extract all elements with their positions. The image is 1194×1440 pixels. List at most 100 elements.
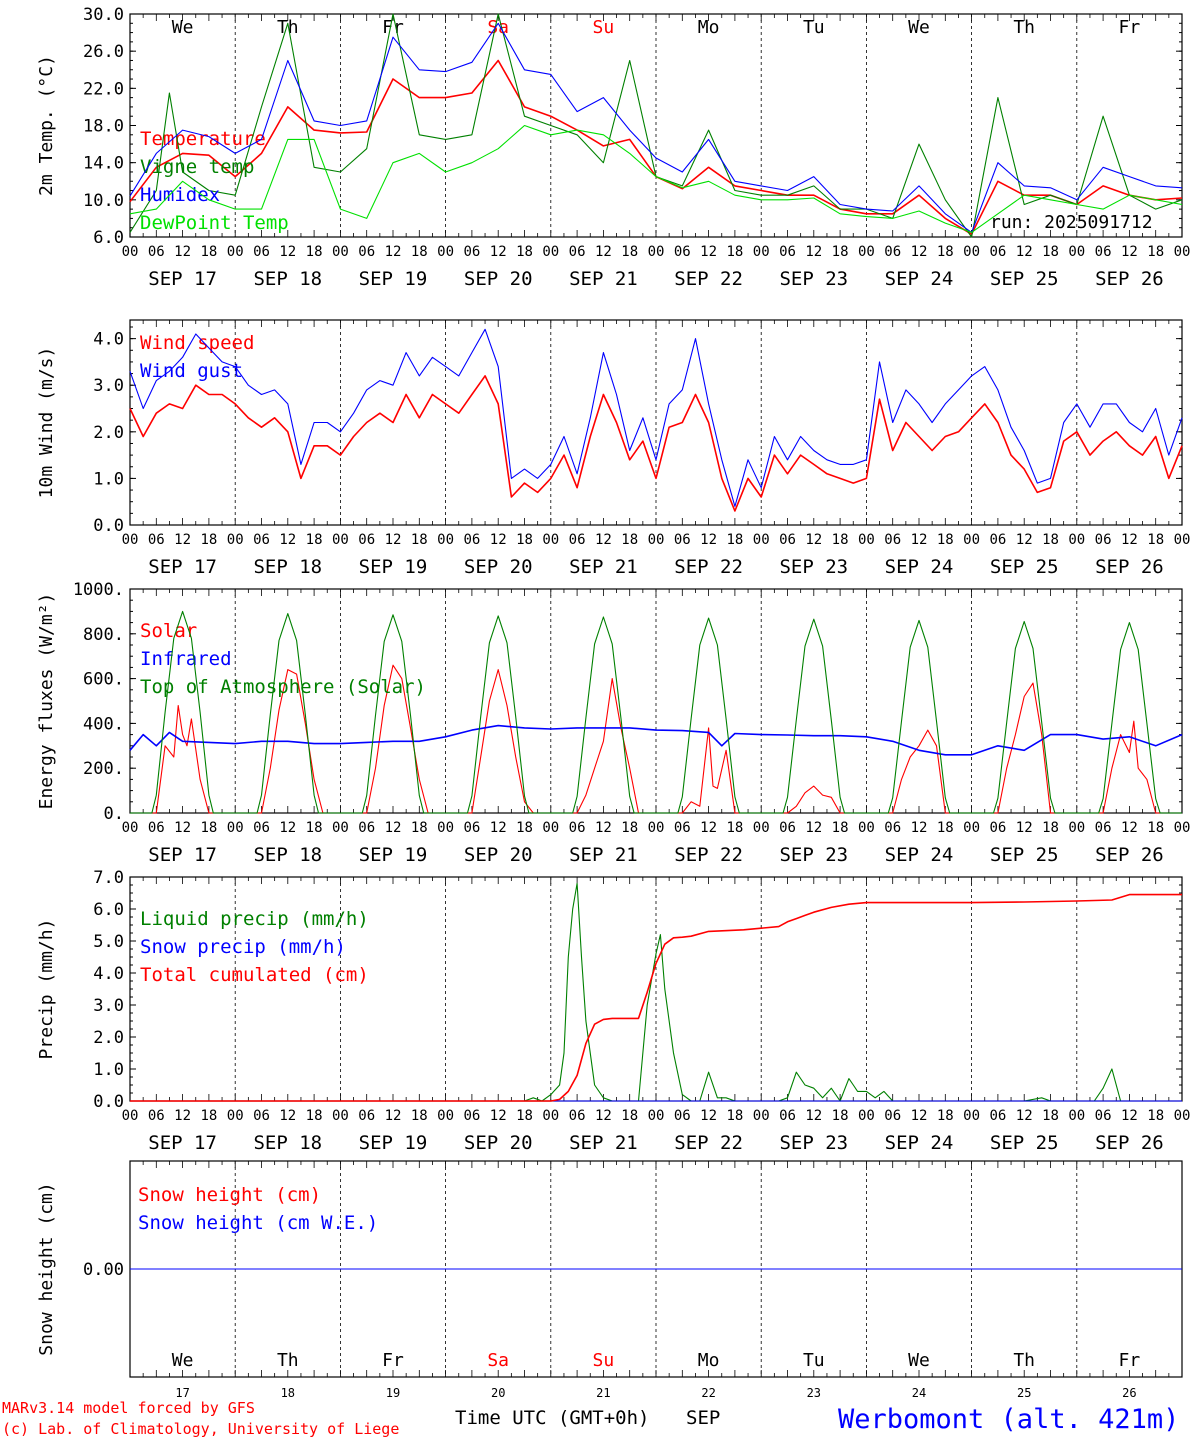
hour-tick-label: 12: [911, 1108, 928, 1124]
hour-tick-label: 18: [516, 820, 533, 836]
hour-tick-label: 00: [332, 820, 349, 836]
hour-tick-label: 18: [621, 1108, 638, 1124]
weekday-label: Fr: [1119, 1350, 1141, 1371]
date-label: SEP 24: [885, 844, 954, 866]
hour-tick-label: 18: [937, 532, 954, 548]
hour-tick-label: 12: [1121, 532, 1138, 548]
y-tick-label: 0.0: [93, 516, 124, 536]
hour-tick-label: 18: [1147, 244, 1164, 260]
hour-tick-label: 12: [911, 532, 928, 548]
hour-tick-label: 18: [200, 1108, 217, 1124]
y-tick-label: 1.0: [93, 469, 124, 489]
hour-tick-label: 12: [805, 820, 822, 836]
hour-tick-label: 18: [1147, 820, 1164, 836]
hour-tick-label: 18: [726, 244, 743, 260]
hour-tick-label: 12: [911, 244, 928, 260]
y-tick-label: 5.0: [93, 932, 124, 952]
hour-tick-label: 00: [227, 1108, 244, 1124]
legend-entry: Snow height (cm W.E.): [138, 1212, 378, 1234]
hour-tick-label: 12: [385, 1108, 402, 1124]
hour-tick-label: 12: [279, 1108, 296, 1124]
hour-tick-label: 00: [648, 1108, 665, 1124]
series-flux-0: [130, 664, 1182, 814]
hour-tick-label: 06: [358, 1108, 375, 1124]
y-tick-label: 2.0: [93, 1028, 124, 1048]
hour-tick-label: 18: [1042, 820, 1059, 836]
legend-entry: Infrared: [140, 648, 232, 670]
y-axis-label: 10m Wind (m/s): [36, 347, 57, 499]
hour-tick-label: 06: [1095, 820, 1112, 836]
date-label: SEP 25: [990, 556, 1059, 578]
weekday-label: Th: [277, 17, 299, 38]
weekday-label: We: [908, 17, 930, 38]
legend-entry: DewPoint Temp: [140, 212, 289, 234]
date-label: SEP 23: [779, 268, 848, 290]
y-tick-label: 4.0: [93, 330, 124, 350]
panel-snow: 0.00 Snow height (cm) We Th Fr Sa Su Mo Tu We Th Fr…: [36, 1160, 1183, 1378]
y-tick-label: 600.: [83, 670, 124, 690]
hour-tick-label: 06: [884, 532, 901, 548]
date-label: SEP 25: [990, 268, 1059, 290]
hour-tick-label: 18: [516, 532, 533, 548]
hour-tick-label: 06: [463, 244, 480, 260]
weekday-label: Mo: [698, 17, 720, 38]
legend-entry: Snow height (cm): [138, 1184, 321, 1206]
hour-tick-label: 06: [148, 532, 165, 548]
hour-tick-label: 00: [963, 820, 980, 836]
date-label: SEP 25: [990, 844, 1059, 866]
date-label: SEP 21: [569, 844, 638, 866]
hour-tick-label: 00: [858, 532, 875, 548]
hour-tick-label: 06: [989, 532, 1006, 548]
weekday-label: We: [172, 17, 194, 38]
date-label: SEP 26: [1095, 268, 1164, 290]
date-label: SEP 24: [885, 268, 954, 290]
hour-tick-label: 00: [227, 820, 244, 836]
panel-flux: 0. 200. 400. 600. 800. 1000. Energy fluxes (W/…: [36, 580, 1190, 866]
date-label: SEP 22: [674, 1132, 743, 1154]
hour-tick-label: 12: [174, 1108, 191, 1124]
hour-tick-label: 06: [674, 532, 691, 548]
hour-tick-label: 12: [700, 820, 717, 836]
station-name: Werbomont (alt. 421m): [838, 1404, 1179, 1435]
y-tick-label: 14.0: [83, 154, 124, 174]
hour-tick-label: 00: [542, 244, 559, 260]
legend-entry: Top of Atmosphere (Solar): [140, 676, 426, 698]
date-label: SEP 19: [359, 556, 428, 578]
hour-tick-label: 12: [595, 820, 612, 836]
date-label: SEP 22: [674, 268, 743, 290]
date-label: SEP 17: [148, 268, 217, 290]
hour-tick-label: 18: [306, 532, 323, 548]
hour-tick-label: 18: [832, 820, 849, 836]
hour-tick-label: 12: [490, 532, 507, 548]
hour-tick-label: 12: [700, 1108, 717, 1124]
date-label: SEP 26: [1095, 556, 1164, 578]
hour-tick-label: 18: [937, 244, 954, 260]
hour-tick-label: 00: [437, 1108, 454, 1124]
hour-tick-label: 00: [963, 532, 980, 548]
hour-tick-label: 12: [700, 244, 717, 260]
hour-tick-label: 00: [1068, 1108, 1085, 1124]
legend-entry: Wind gust: [140, 360, 243, 382]
credit-line-1: MARv3.14 model forced by GFS: [2, 1399, 255, 1417]
date-label: SEP 25: [990, 1132, 1059, 1154]
y-tick-label: 22.0: [83, 79, 124, 99]
hour-tick-label: 12: [1016, 244, 1033, 260]
y-axis-label: 2m Temp. (°C): [36, 55, 57, 196]
xaxis-month: SEP: [686, 1407, 720, 1429]
date-label: SEP 20: [464, 1132, 533, 1154]
hour-tick-label: 12: [385, 820, 402, 836]
hour-tick-label: 12: [595, 1108, 612, 1124]
hour-tick-label: 00: [542, 1108, 559, 1124]
hour-tick-label: 12: [279, 244, 296, 260]
credit-line-2: (c) Lab. of Climatology, University of L…: [2, 1420, 399, 1438]
xaxis-title: Time UTC (GMT+0h): [455, 1407, 649, 1429]
hour-tick-label: 12: [805, 1108, 822, 1124]
legend-entry: Humidex: [140, 184, 220, 206]
hour-tick-label: 18: [411, 244, 428, 260]
hour-tick-label: 06: [148, 244, 165, 260]
hour-tick-label: 00: [858, 820, 875, 836]
hour-tick-label: 18: [832, 1108, 849, 1124]
date-label: SEP 26: [1095, 844, 1164, 866]
hour-tick-label: 06: [1095, 532, 1112, 548]
day-number-label: 17: [175, 1386, 189, 1400]
